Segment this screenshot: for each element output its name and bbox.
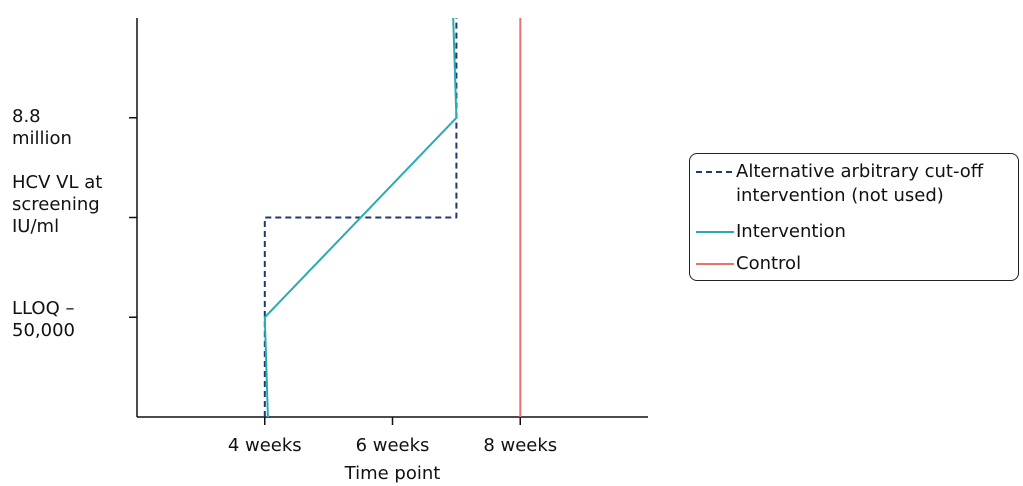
legend-key-dashed <box>696 171 734 173</box>
y-label-lloq-line1: LLOQ – <box>12 298 75 319</box>
series-intervention <box>263 17 458 418</box>
legend-key-control <box>696 263 734 265</box>
x-tick-label-3: 8 weeks <box>483 435 557 456</box>
y-label-8-8-million-line1: 8.8 <box>12 106 41 127</box>
y-label-8-8-million-line2: million <box>12 128 72 149</box>
y-label-8-8-million: 8.8 million <box>12 106 72 150</box>
x-tick-label-2: 6 weeks <box>356 435 430 456</box>
chart-ticks <box>129 117 521 425</box>
chart-series <box>263 17 522 418</box>
chart-x-tick-labels: 4 weeks 6 weeks 8 weeks Time point <box>228 435 557 484</box>
legend-item-intervention: Intervention <box>694 220 1014 244</box>
legend-label-alternative-line2: intervention (not used) <box>736 185 944 206</box>
legend-label-intervention: Intervention <box>736 221 846 242</box>
legend-item-alternative: Alternative arbitrary cut-off interventi… <box>694 160 1014 208</box>
chart-axes <box>136 18 648 418</box>
y-label-lloq: LLOQ – 50,000 <box>12 298 75 342</box>
y-label-lloq-line2: 50,000 <box>12 320 75 341</box>
legend-label-alternative: Alternative arbitrary cut-off interventi… <box>736 160 983 208</box>
y-axis-title-line1: HCV VL at <box>12 172 103 193</box>
x-tick-label-1: 4 weeks <box>228 435 302 456</box>
legend-label-control: Control <box>736 253 802 274</box>
y-axis-title: HCV VL at screening IU/ml <box>12 172 102 238</box>
legend-label-alternative-line1: Alternative arbitrary cut-off <box>736 161 984 182</box>
legend-item-control: Control <box>694 252 1014 276</box>
x-axis-title: Time point <box>344 463 441 484</box>
y-axis-title-line2: screening <box>12 194 100 215</box>
chart-legend: Alternative arbitrary cut-off interventi… <box>689 153 1019 281</box>
legend-key-intervention <box>696 231 734 233</box>
y-axis-title-line3: IU/ml <box>12 216 60 237</box>
